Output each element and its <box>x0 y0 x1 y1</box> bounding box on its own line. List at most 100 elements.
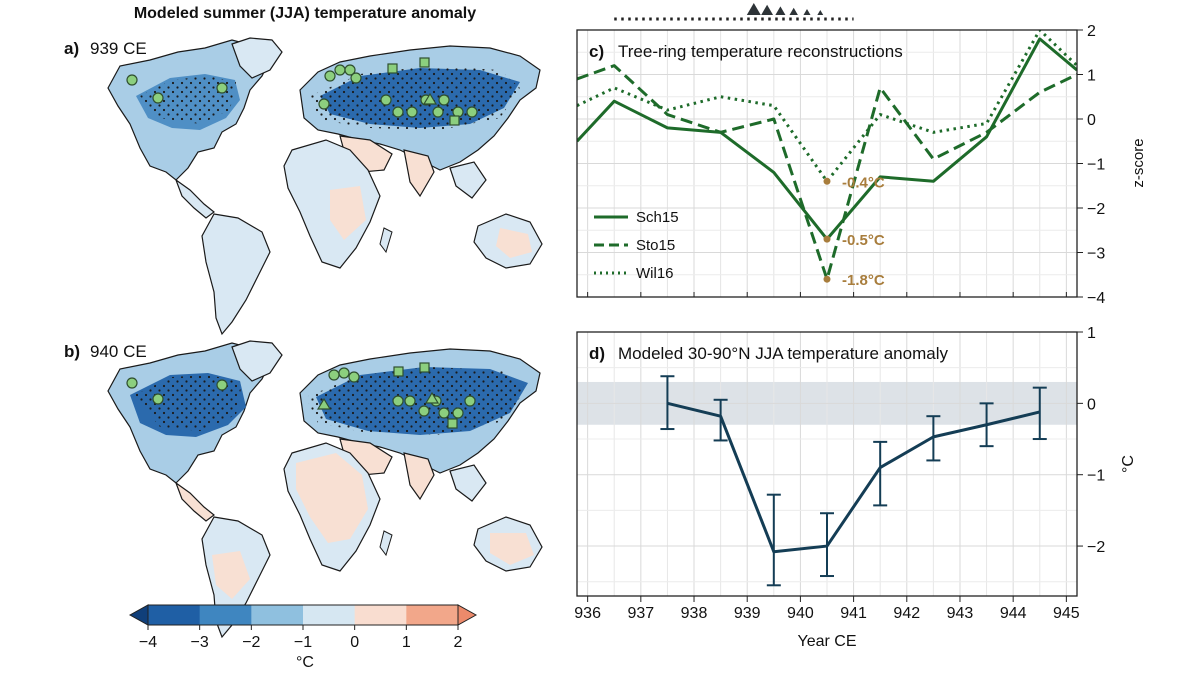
site-marker <box>419 57 430 68</box>
panel-c-ytick-label: −1 <box>1087 157 1105 174</box>
annotation-label: -0.4°C <box>842 174 885 191</box>
colorbar-segment <box>199 605 252 625</box>
site-marker <box>406 106 418 118</box>
stipple-na-b <box>134 375 242 431</box>
world-map-b <box>107 340 543 639</box>
site-marker <box>216 82 228 94</box>
world-map-a <box>107 37 543 336</box>
stipple-eu-b <box>306 367 526 435</box>
map-panel-b: b) 940 CE <box>64 340 543 639</box>
site-marker <box>393 366 404 377</box>
site-marker <box>348 371 360 383</box>
site-marker <box>466 106 478 118</box>
annotation-label: -1.8°C <box>842 272 885 289</box>
panel-d-series <box>660 375 1047 587</box>
annotation-point <box>823 275 831 283</box>
eruption-triangle <box>746 3 761 15</box>
panel-d-title: Modeled 30-90°N JJA temperature anomaly <box>618 344 948 363</box>
site-marker <box>152 92 164 104</box>
colorbar-high-extend <box>457 604 478 626</box>
central-america-a <box>174 178 215 219</box>
site-marker <box>152 393 164 405</box>
panel-c-annotations: -0.4°C -0.5°C -1.8°C <box>823 174 885 289</box>
site-marker <box>338 367 350 379</box>
legend-sto15-label: Sto15 <box>636 237 675 254</box>
site-marker <box>387 63 398 74</box>
annotation-point <box>823 177 831 185</box>
southeast-asia-a <box>449 161 487 199</box>
panel-c-legend: Sch15 Sto15 Wil16 <box>594 209 679 282</box>
panel-c-ytick-label: −3 <box>1087 246 1105 263</box>
panel-d-xtick-label: 942 <box>893 605 920 622</box>
site-marker <box>438 407 450 419</box>
panel-d-xtick-label: 941 <box>840 605 867 622</box>
map-title: Modeled summer (JJA) temperature anomaly <box>134 5 476 22</box>
panel-c-ytick-label: −4 <box>1087 290 1105 307</box>
colorbar-tick-label: 2 <box>454 634 463 651</box>
panel-c-top-markers <box>614 3 854 21</box>
panel-d-ytick-label: −1 <box>1087 468 1105 485</box>
site-marker <box>350 72 362 84</box>
south-america-warm-b <box>212 551 250 599</box>
chart-panel-c: -0.4°C -0.5°C -1.8°C −4 −3 −2 −1 0 1 2 c) Tree-r… <box>576 3 1147 307</box>
colorbar-tick-label: −2 <box>242 634 260 651</box>
eruption-triangle <box>789 7 798 15</box>
greenland-b <box>231 340 283 382</box>
site-marker <box>449 115 460 126</box>
panel-b-label: 940 CE <box>90 342 147 361</box>
panel-c-ytick-label: −2 <box>1087 201 1105 218</box>
colorbar-segments <box>128 604 478 626</box>
panel-b-letter: b) <box>64 342 80 361</box>
site-marker <box>447 418 458 429</box>
panel-d-xtick-label: 945 <box>1053 605 1080 622</box>
panel-d-xtick-label: 938 <box>681 605 708 622</box>
panel-c-ylabel: z-score <box>1130 138 1147 187</box>
site-marker <box>324 70 336 82</box>
site-marker <box>452 407 464 419</box>
site-marker <box>392 395 404 407</box>
site-marker <box>126 74 138 86</box>
site-marker <box>418 405 430 417</box>
panel-c-letter: c) <box>589 42 604 61</box>
series-sto15 <box>577 64 1077 281</box>
madagascar-b <box>379 530 393 557</box>
southeast-asia-b <box>449 464 487 502</box>
africa-warm-b <box>296 453 368 543</box>
site-marker <box>464 395 476 407</box>
colorbar-segment <box>354 605 407 625</box>
colorbar-tick-label: −1 <box>294 634 312 651</box>
colorbar-segment <box>303 605 356 625</box>
colorbar: −4 −3 −2 −1 0 1 2 °C <box>128 604 478 671</box>
madagascar-a <box>379 227 393 254</box>
panel-a-letter: a) <box>64 39 79 58</box>
colorbar-segment <box>251 605 304 625</box>
colorbar-segment <box>406 605 459 625</box>
colorbar-tick-label: 0 <box>350 634 359 651</box>
panel-d-xtick-label: 940 <box>787 605 814 622</box>
site-marker <box>380 94 392 106</box>
panel-c-title: Tree-ring temperature reconstructions <box>618 42 903 61</box>
panel-d-xlabel: Year CE <box>798 633 857 650</box>
site-markers-a <box>126 57 478 126</box>
site-marker <box>392 106 404 118</box>
panel-c-y-ticks: −4 −3 −2 −1 0 1 2 <box>587 23 1105 307</box>
annotation-point <box>823 235 831 243</box>
panel-d-xtick-label: 944 <box>1000 605 1027 622</box>
site-marker <box>419 362 430 373</box>
site-marker <box>438 94 450 106</box>
panel-c-ytick-label: 0 <box>1087 112 1096 129</box>
site-marker <box>216 379 228 391</box>
colorbar-ticks: −4 −3 −2 −1 0 1 2 <box>139 625 463 651</box>
india-a <box>403 149 435 198</box>
stipple-na-a <box>140 76 236 124</box>
map-panel-a: a) 939 CE <box>64 37 543 336</box>
panel-c-ytick-label: 1 <box>1087 68 1096 85</box>
site-marker <box>424 391 440 404</box>
site-marker <box>126 377 138 389</box>
colorbar-tick-label: −3 <box>191 634 209 651</box>
site-marker <box>328 369 340 381</box>
colorbar-tick-label: 1 <box>402 634 411 651</box>
site-marker <box>344 64 356 76</box>
panel-c-ytick-label: 2 <box>1087 23 1096 40</box>
colorbar-low-extend <box>128 604 149 626</box>
